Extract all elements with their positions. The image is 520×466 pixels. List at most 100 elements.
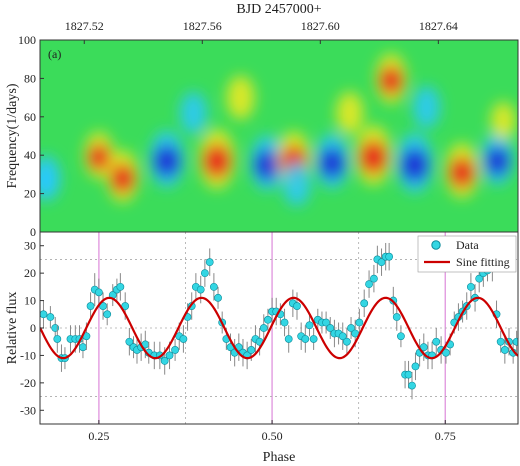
lightcurve-x-tick-label: 0.25	[88, 429, 109, 443]
data-point	[284, 335, 293, 343]
data-point	[500, 346, 509, 354]
data-point	[247, 346, 256, 354]
data-point	[205, 258, 214, 267]
data-point	[466, 282, 475, 291]
heatmap-background	[40, 40, 518, 232]
heatmap-panel-label: (a)	[48, 47, 61, 61]
data-point	[103, 310, 112, 319]
heatmap-x-ticks: 1827.52 1827.56 1827.60 1827.64	[65, 19, 458, 44]
data-point	[165, 351, 174, 360]
data-point	[293, 302, 301, 310]
lightcurve-y-tick-label: 10	[24, 294, 36, 308]
lightcurve-y-tick-label: 30	[24, 239, 36, 253]
lightcurve-y-tick-label: -10	[20, 348, 36, 362]
heatmap-y-tick-label: 20	[24, 187, 36, 201]
heatmap-x-tick-label: 1827.64	[419, 19, 458, 33]
data-point	[116, 282, 125, 291]
heatmap-blob-halo-9	[282, 162, 311, 206]
heatmap-blob-core-13	[379, 66, 404, 95]
data-point	[404, 370, 413, 379]
heatmap-blob-halo-18	[490, 101, 516, 140]
data-point	[305, 321, 314, 330]
lightcurve-guide-lines	[40, 232, 518, 424]
data-point	[46, 313, 55, 321]
data-point	[301, 335, 310, 343]
lightcurve-y-tick-label: 20	[24, 266, 36, 280]
data-point	[512, 337, 518, 346]
lightcurve-panel: 0.25 0.50 0.75 -30 -20 -10 0 10 20 30 Phase Rela…	[5, 231, 519, 465]
legend-fit-label: Sine fitting	[456, 255, 510, 269]
heatmap-blob-core-7	[254, 149, 281, 181]
heatmap-blob-core-2	[110, 163, 135, 194]
data-point	[53, 335, 62, 343]
data-point	[86, 302, 95, 310]
lightcurve-y-tick-label: 0	[30, 321, 36, 335]
spectrogram-panel: 1827.52 1827.56 1827.60 1827.64 0 20 40 60 80 10…	[5, 2, 519, 239]
heatmap-blob-core-17	[485, 146, 510, 176]
lightcurve-x-tick-label: 0.50	[262, 429, 283, 443]
heatmap-y-tick-label: 60	[24, 110, 36, 124]
data-point	[179, 335, 188, 343]
heatmap-y-tick-label: 40	[24, 148, 36, 162]
lightcurve-y-axis-label: Relative flux	[5, 292, 20, 365]
heatmap-blob-core-5	[203, 144, 232, 179]
heatmap-x-tick-label: 1827.56	[183, 19, 222, 33]
lightcurve-y-tick-label: -20	[20, 376, 36, 390]
data-point	[125, 337, 134, 346]
data-point	[94, 288, 103, 297]
data-point	[214, 293, 222, 302]
data-point	[411, 362, 420, 371]
data-point	[200, 269, 209, 278]
data-point	[342, 337, 351, 346]
heatmap-y-tick-label: 100	[18, 33, 36, 47]
heatmap-blob-halo-11	[336, 91, 364, 135]
data-point	[360, 299, 369, 308]
data-point	[496, 337, 505, 346]
heatmap-blob-halo-6	[226, 75, 255, 120]
heatmap-y-ticks: 0 20 40 60 80 100	[18, 33, 44, 239]
data-point	[475, 274, 484, 283]
data-point	[347, 324, 355, 332]
data-point	[408, 381, 416, 390]
legend-data-label: Data	[456, 238, 479, 252]
data-point	[40, 310, 48, 319]
data-point	[355, 318, 364, 327]
data-point	[259, 324, 268, 332]
data-point	[419, 343, 428, 352]
data-point	[79, 343, 87, 352]
data-point	[309, 335, 318, 343]
heatmap-blob-core-12	[359, 140, 388, 175]
data-point	[370, 274, 378, 283]
heatmap-x-axis-label: BJD 2457000+	[236, 2, 321, 17]
heatmap-blob-halo-15	[412, 86, 441, 129]
lightcurve-x-axis-label: Phase	[263, 450, 296, 465]
heatmap-y-tick-label: 0	[30, 225, 36, 239]
heatmap-y-axis-label: Frequency(1/days)	[5, 83, 20, 188]
data-point	[326, 324, 335, 332]
heatmap-blob-core-14	[400, 147, 429, 182]
heatmap-x-tick-label: 1827.60	[301, 19, 340, 33]
legend: Data Sine fitting	[417, 235, 517, 273]
data-point	[397, 332, 405, 341]
heatmap-blob-core-1	[87, 143, 111, 171]
data-point	[442, 348, 450, 357]
data-point	[171, 346, 179, 354]
data-point	[338, 332, 347, 341]
data-point	[322, 318, 331, 327]
lightcurve-x-ticks: 0.25 0.50 0.75	[88, 420, 456, 443]
heatmap-blobs	[40, 53, 516, 206]
lightcurve-x-tick-label: 0.75	[435, 429, 456, 443]
data-point	[160, 357, 169, 365]
lightcurve-y-tick-label: -30	[20, 403, 36, 417]
heatmap-x-tick-label: 1827.52	[65, 19, 104, 33]
data-point	[392, 313, 401, 321]
data-point	[196, 285, 205, 294]
heatmap-blob-halo-4	[179, 91, 208, 135]
data-point	[280, 318, 289, 327]
heatmap-blob-core-10	[319, 147, 346, 179]
data-point	[209, 282, 218, 291]
data-point	[377, 258, 386, 267]
sine-fit-line	[40, 296, 518, 360]
heatmap-blob-core-3	[153, 144, 181, 178]
